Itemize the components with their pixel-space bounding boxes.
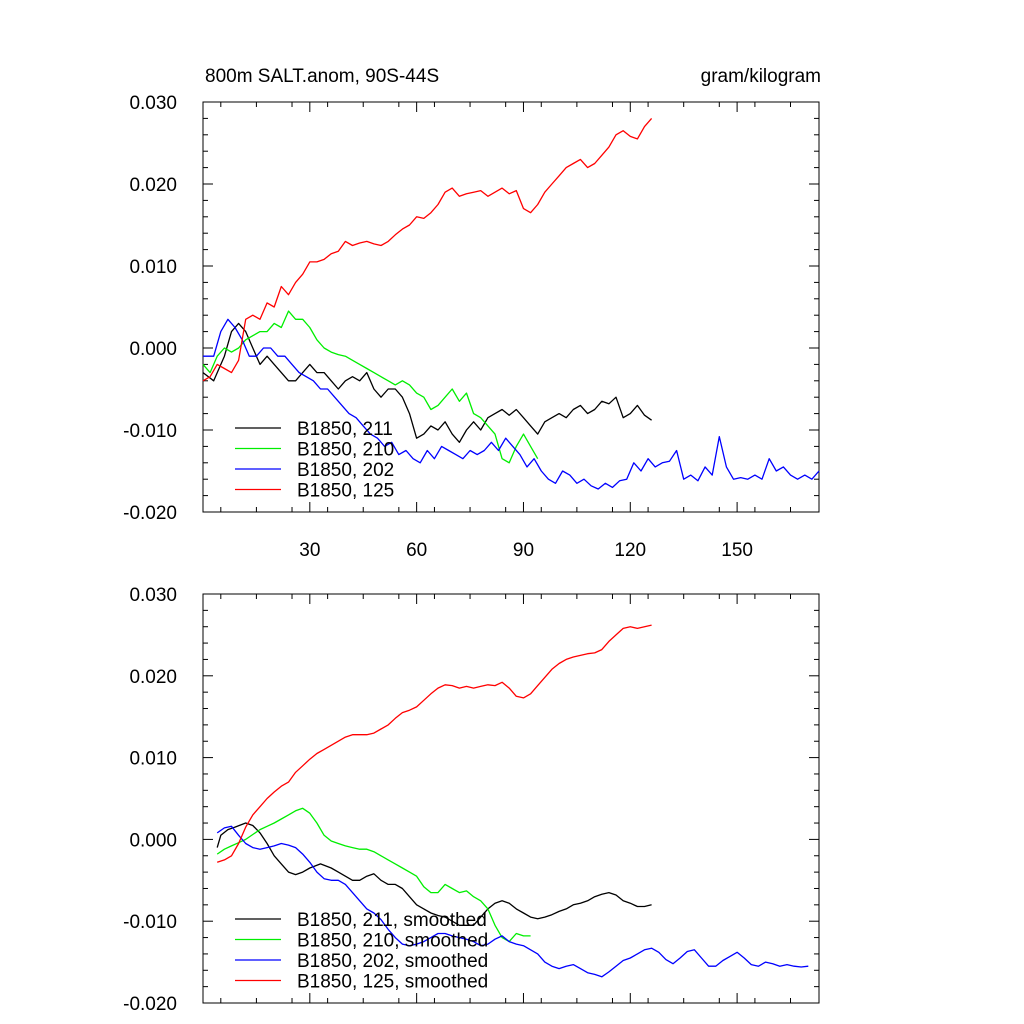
series-line-b1850-211-smoothed [216,822,652,926]
legend-label: B1850, 125, smoothed [297,972,488,993]
plot-frame [202,101,820,513]
series-line-b1850-211 [202,322,652,443]
series-line-b1850-125 [202,117,653,382]
y-tick-label: 0.020 [129,175,177,196]
legend-label: B1850, 211, smoothed [297,910,487,931]
x-tick-label: 120 [614,540,646,561]
chart-title: 800m SALT.anom, 90S-44S [205,66,439,87]
y-tick-label: -0.020 [123,503,177,524]
legend-label: B1850, 210, smoothed [297,931,488,952]
units-label: gram/kilogram [701,66,821,87]
y-tick-label: 0.000 [129,830,177,851]
legend-label: B1850, 202 [297,460,394,481]
y-tick-label: 0.000 [129,339,177,360]
x-tick-label: 30 [299,540,320,561]
series-line-b1850-202 [203,318,820,490]
top-panel-raw: 800m SALT.anom, 90S-44S gram/kilogram -0.0… [123,66,821,561]
x-tick-label: 60 [406,540,427,561]
legend-label: B1850, 211 [297,419,393,440]
x-tick-label: 90 [513,540,534,561]
plot-frame [202,593,820,1004]
legend-label: B1850, 125 [297,481,394,502]
series-line-b1850-202-smoothed [216,825,809,978]
legend-label: B1850, 202, smoothed [297,951,488,972]
y-tick-label: -0.010 [123,421,177,442]
bottom-panel-smoothed: -0.020 -0.010 0.000 0.010 0.020 0.030 B1850, 2… [123,585,820,1015]
series-line-b1850-210-smoothed [216,807,531,943]
y-tick-label: 0.030 [129,585,177,606]
series-line-b1850-210 [202,310,539,464]
y-tick-label: 0.030 [129,93,177,114]
x-tick-label: 150 [721,540,753,561]
y-tick-label: 0.010 [129,257,177,278]
y-tick-label: 0.010 [129,749,177,770]
legend-label: B1850, 210 [297,440,394,461]
series-line-b1850-125-smoothed [216,624,652,863]
y-tick-label: 0.020 [129,667,177,688]
y-tick-label: -0.010 [123,912,177,933]
y-tick-label: -0.020 [123,994,177,1015]
